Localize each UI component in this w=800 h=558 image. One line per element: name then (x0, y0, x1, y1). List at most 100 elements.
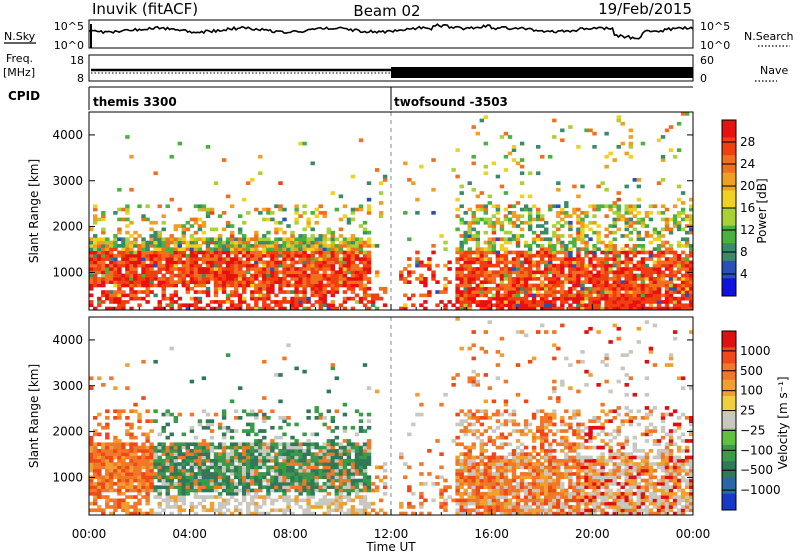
power-cell (544, 270, 548, 274)
power-cell (89, 267, 93, 271)
velocity-cell (359, 482, 363, 486)
velocity-cell (158, 489, 162, 493)
power-cell (403, 267, 407, 271)
velocity-cell (286, 505, 290, 509)
power-cell (266, 208, 270, 212)
velocity-cell (174, 466, 178, 470)
power-cell (315, 214, 319, 218)
velocity-cell (254, 456, 258, 460)
power-cell (685, 294, 689, 298)
velocity-cell (166, 482, 170, 486)
velocity-cell (105, 416, 109, 420)
velocity-cell (97, 482, 101, 486)
velocity-cell (298, 469, 302, 473)
velocity-cell (455, 459, 459, 463)
velocity-cell (133, 449, 137, 453)
power-cell (568, 270, 572, 274)
power-cell (101, 280, 105, 284)
velocity-cell (298, 452, 302, 456)
power-cell (464, 297, 468, 301)
velocity-cell (484, 508, 488, 512)
velocity-cell (504, 495, 508, 499)
power-cell (113, 290, 117, 294)
velocity-cell (121, 479, 125, 483)
power-cell (669, 125, 673, 129)
power-cell (665, 261, 669, 265)
power-cell (315, 208, 319, 212)
power-cell (576, 270, 580, 274)
velocity-cell (97, 442, 101, 446)
velocity-cell (367, 419, 371, 423)
power-cell (282, 254, 286, 258)
velocity-cell (202, 376, 206, 380)
power-cell (166, 237, 170, 241)
power-cell (298, 142, 302, 146)
power-cell (306, 224, 310, 228)
velocity-cell (286, 479, 290, 483)
velocity-cell (496, 489, 500, 493)
velocity-cell (125, 416, 129, 420)
power-cell (339, 267, 343, 271)
power-cell (560, 247, 564, 251)
power-cell (298, 274, 302, 278)
velocity-cell (282, 459, 286, 463)
power-cell (629, 280, 633, 284)
velocity-cell (536, 508, 540, 512)
velocity-cell (290, 466, 294, 470)
velocity-cell (508, 413, 512, 417)
velocity-cell (202, 475, 206, 479)
velocity-cell (145, 479, 149, 483)
power-cell (460, 274, 464, 278)
power-cell (604, 234, 608, 238)
velocity-cell (258, 495, 262, 499)
velocity-cell (214, 469, 218, 473)
velocity-cell (266, 452, 270, 456)
velocity-cell (439, 403, 443, 407)
power-cell (286, 264, 290, 268)
velocity-cell (447, 495, 451, 499)
power-cell (564, 300, 568, 304)
power-cell (246, 280, 250, 284)
velocity-cell (516, 492, 520, 496)
velocity-cell (460, 423, 464, 427)
power-cell (484, 247, 488, 251)
velocity-cell (125, 442, 129, 446)
velocity-cell (343, 472, 347, 476)
power-cell (222, 270, 226, 274)
velocity-cell (488, 439, 492, 443)
velocity-cell (210, 466, 214, 470)
power-cell (685, 261, 689, 265)
power-cell (435, 264, 439, 268)
velocity-cell (480, 459, 484, 463)
power-cell (319, 204, 323, 208)
velocity-cell (443, 502, 447, 506)
power-cell (637, 264, 641, 268)
power-cell (258, 280, 262, 284)
velocity-cell (367, 479, 371, 483)
velocity-cell (105, 482, 109, 486)
velocity-cell (186, 446, 190, 450)
velocity-cell (355, 433, 359, 437)
velocity-cell (331, 469, 335, 473)
power-cell (613, 201, 617, 205)
power-cell (302, 211, 306, 215)
power-cell (625, 300, 629, 304)
power-cell (661, 251, 665, 255)
velocity-cell (516, 452, 520, 456)
velocity-cell (166, 409, 170, 413)
velocity-cell (331, 456, 335, 460)
velocity-cell (282, 449, 286, 453)
velocity-cell (121, 492, 125, 496)
power-cell (339, 270, 343, 274)
power-cell (178, 257, 182, 261)
power-cell (198, 297, 202, 301)
velocity-cell (435, 482, 439, 486)
velocity-cell (218, 482, 222, 486)
velocity-cell (166, 489, 170, 493)
velocity-cell (158, 446, 162, 450)
velocity-cell (508, 479, 512, 483)
power-cell (133, 294, 137, 298)
power-cell (528, 277, 532, 281)
power-cell (560, 208, 564, 212)
power-cell (403, 162, 407, 166)
